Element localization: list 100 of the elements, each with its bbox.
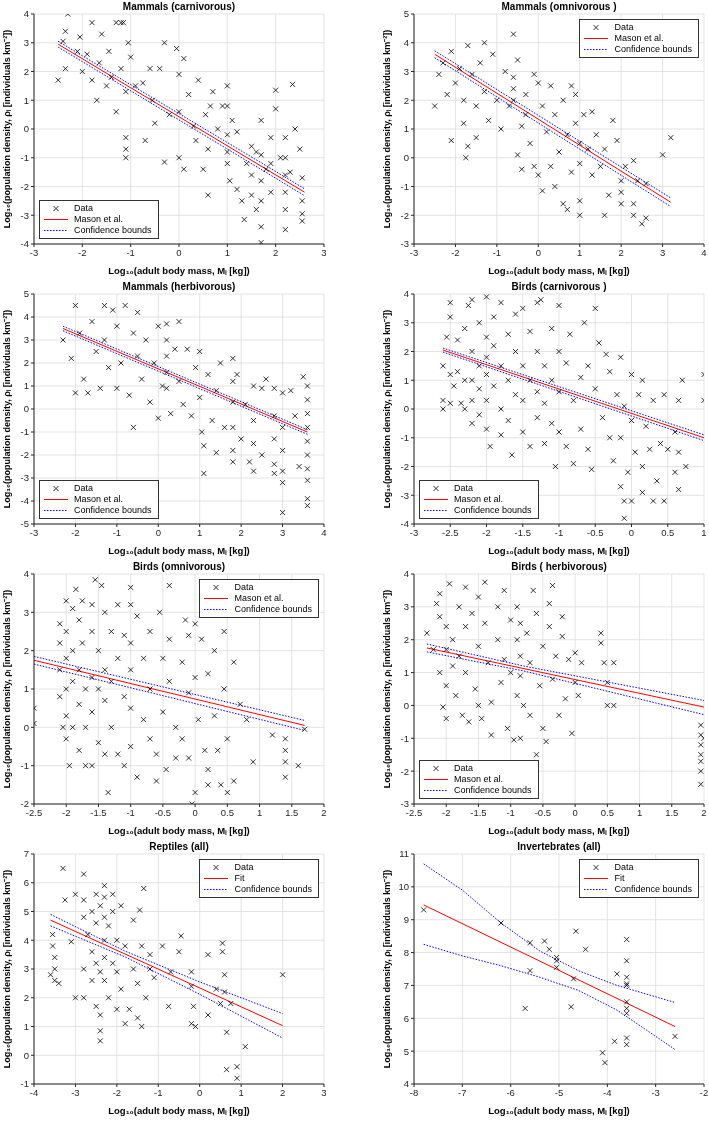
point — [623, 1010, 630, 1017]
y-tick-label: 2 — [403, 345, 409, 357]
x-tick-label: 0 — [197, 1086, 203, 1098]
x-tick-label: 1 — [701, 526, 707, 538]
x-tick-label: 1 — [197, 526, 203, 538]
y-axis-title: Log₁₀(population density, ρᵢ [individuals km⁻²]) — [1, 309, 13, 509]
y-tick-label: 5 — [403, 1045, 409, 1057]
chart-title: Birds ( herbivorous) — [510, 560, 608, 573]
point — [611, 1038, 618, 1045]
y-axis-title: Log₁₀(population density, ρᵢ [individuals km⁻²]) — [381, 309, 393, 509]
y-tick-label: 1 — [403, 374, 409, 386]
point — [672, 1033, 678, 1040]
x-tick-label: -2 — [71, 526, 80, 538]
x-tick-label: -7 — [458, 1086, 467, 1098]
legend-label: Fit — [614, 873, 625, 884]
x-tick-label: 2 — [273, 246, 279, 258]
y-tick-label: 5 — [403, 8, 409, 20]
x-tick-label: 0 — [176, 246, 182, 258]
y-axis-title: Log₁₀(population density, ρᵢ [individuals km⁻²]) — [381, 29, 393, 229]
x-tick-label: -1.5 — [514, 526, 531, 538]
x-tick-label: -2 — [442, 806, 451, 818]
legend-label: Mason et al. — [614, 33, 664, 44]
chart-title: Mammals (omnivorous ) — [500, 0, 618, 13]
y-tick-label: -3 — [400, 489, 409, 501]
legend-label: Confidence bounds — [454, 785, 532, 796]
x-tick-label: -3 — [71, 1086, 80, 1098]
legend-label: Mason et al. — [74, 494, 124, 505]
chart-title: Birds (omnivorous) — [131, 560, 227, 573]
point — [527, 939, 533, 946]
legend-label: Confidence bounds — [614, 44, 692, 55]
y-tick-label: 4 — [403, 288, 409, 300]
y-tick-label: 5 — [23, 288, 29, 300]
y-tick-label: 9 — [403, 914, 409, 926]
x-tick-label: -2 — [62, 806, 71, 818]
y-tick-label: 3 — [403, 65, 409, 77]
point — [602, 1059, 608, 1066]
y-tick-label: 5 — [23, 905, 29, 917]
point — [623, 974, 630, 981]
y-tick-label: 1 — [23, 380, 29, 392]
x-tick-label: -1.5 — [90, 806, 107, 818]
legend-label: Mason et al. — [234, 593, 284, 604]
point — [541, 938, 548, 944]
y-axis-title: Log₁₀(population density, ρᵢ [individuals km⁻²]) — [1, 589, 13, 789]
point — [623, 998, 630, 1005]
line-series — [50, 913, 284, 1015]
y-tick-label: -1 — [20, 426, 29, 438]
x-tick-label: 4 — [321, 526, 327, 538]
y-tick-label: -3 — [20, 472, 29, 484]
point — [546, 946, 553, 953]
x-tick-label: 3 — [279, 526, 286, 538]
y-tick-label: -4 — [20, 495, 29, 507]
x-tick-label: 0 — [628, 526, 635, 538]
legend-label: Data — [234, 582, 254, 593]
y-tick-label: 0 — [403, 152, 409, 164]
point — [522, 1005, 529, 1012]
y-tick-label: 2 — [403, 94, 409, 106]
x-tick-label: 1.5 — [285, 806, 299, 818]
legend-label: Data — [74, 203, 94, 214]
x-axis-title: Log₁₀(adult body mass, Mᵢ [kg]) — [487, 544, 631, 557]
legend-label: Confidence bounds — [234, 604, 312, 615]
x-tick-label: -2 — [699, 1086, 709, 1098]
y-tick-label: 0 — [23, 721, 29, 733]
point — [623, 1041, 630, 1048]
y-tick-label: -2 — [400, 765, 409, 777]
point — [553, 964, 560, 971]
point — [573, 928, 579, 935]
y-tick-label: 0 — [403, 699, 409, 711]
x-tick-label: -1 — [554, 526, 564, 538]
y-tick-label: 1 — [23, 1020, 29, 1032]
legend-label: Confidence bounds — [454, 505, 532, 516]
y-tick-label: 3 — [403, 317, 409, 329]
y-axis-title: Log₁₀(population density, ρᵢ [individuals km⁻²]) — [1, 29, 13, 229]
x-tick-label: 1 — [636, 806, 643, 818]
chart-title: Mammals (carnivorous) — [121, 0, 237, 13]
y-tick-label: 4 — [403, 568, 409, 580]
y-tick-label: -1 — [20, 152, 29, 164]
point — [553, 954, 560, 961]
point — [614, 971, 620, 977]
y-tick-label: 11 — [399, 848, 409, 860]
legend-label: Mason et al. — [454, 774, 504, 785]
y-tick-label: 2 — [23, 645, 29, 657]
x-tick-label: 1 — [256, 806, 263, 818]
point — [420, 906, 427, 913]
y-tick-label: -1 — [20, 1078, 29, 1090]
x-tick-label: -2 — [482, 526, 491, 538]
x-tick-label: 1 — [577, 246, 583, 258]
y-tick-label: 1 — [403, 123, 409, 135]
x-tick-label: -2.5 — [442, 526, 459, 538]
y-tick-label: 10 — [398, 881, 409, 893]
y-axis-title: Log₁₀(population density, ρᵢ [individuals km⁻²]) — [1, 869, 13, 1069]
y-tick-label: 4 — [23, 934, 29, 946]
x-tick-label: 1.5 — [665, 806, 679, 818]
x-tick-label: 0.5 — [661, 526, 675, 538]
x-tick-label: 0.5 — [600, 806, 614, 818]
y-tick-label: 4 — [23, 8, 29, 20]
x-tick-label: -1 — [112, 526, 122, 538]
legend-label: Data — [454, 763, 474, 774]
x-tick-label: 0.5 — [220, 806, 234, 818]
x-tick-label: -0.5 — [587, 526, 604, 538]
legend-label: Fit — [234, 873, 245, 884]
